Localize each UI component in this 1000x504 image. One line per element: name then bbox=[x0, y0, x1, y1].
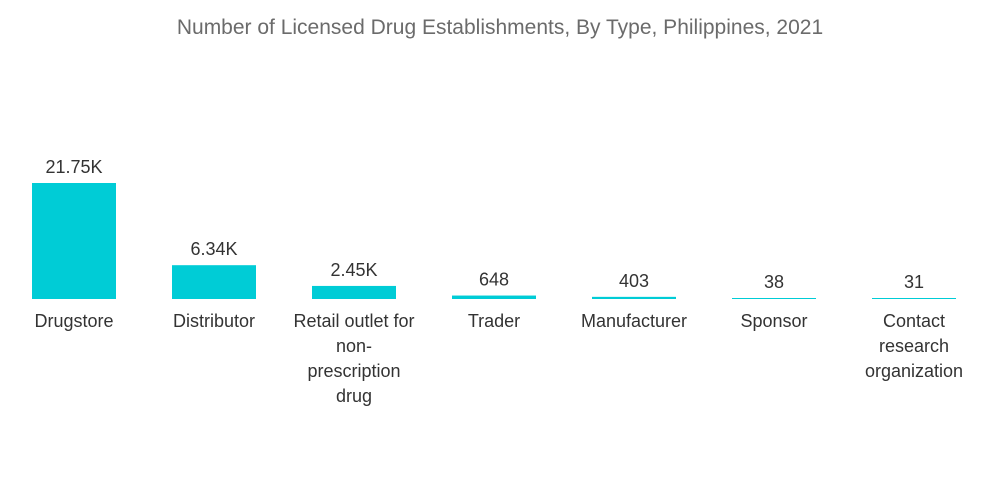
bar-0 bbox=[32, 183, 116, 299]
data-label-6: 31 bbox=[904, 272, 924, 292]
category-label-line: Sponsor bbox=[740, 311, 807, 331]
category-label-line: prescription bbox=[307, 361, 400, 381]
category-label-line: Manufacturer bbox=[581, 311, 687, 331]
category-label-line: Drugstore bbox=[34, 311, 113, 331]
data-label-1: 6.34K bbox=[190, 239, 237, 259]
category-label-4: Manufacturer bbox=[581, 311, 687, 331]
bar-4 bbox=[592, 296, 676, 299]
bar-1 bbox=[172, 265, 256, 299]
chart-title: Number of Licensed Drug Establishments, … bbox=[176, 16, 824, 39]
data-label-0: 21.75K bbox=[45, 157, 102, 177]
bar-5 bbox=[732, 298, 816, 299]
category-label-line: Retail outlet for bbox=[293, 311, 414, 331]
data-label-3: 648 bbox=[479, 270, 509, 290]
category-label-line: Distributor bbox=[173, 311, 255, 331]
bar-2 bbox=[312, 285, 396, 299]
bar-6 bbox=[872, 298, 956, 299]
category-label-line: Trader bbox=[468, 311, 520, 331]
category-label-6: Contact research organization bbox=[865, 311, 963, 381]
category-label-line: organization bbox=[865, 361, 963, 381]
category-label-line: drug bbox=[336, 386, 372, 406]
category-label-5: Sponsor bbox=[740, 311, 807, 331]
category-label-0: Drugstore bbox=[34, 311, 113, 331]
category-label-2: Retail outlet for non-prescription drug bbox=[293, 311, 414, 406]
category-label-line: Contact bbox=[883, 311, 945, 331]
category-label-line: research bbox=[879, 336, 949, 356]
data-label-4: 403 bbox=[619, 271, 649, 291]
data-label-5: 38 bbox=[764, 272, 784, 292]
data-label-2: 2.45K bbox=[330, 260, 377, 280]
category-label-3: Trader bbox=[468, 311, 520, 331]
category-label-1: Distributor bbox=[173, 311, 255, 331]
category-label-line: non- bbox=[336, 336, 372, 356]
bar-3 bbox=[452, 295, 536, 299]
